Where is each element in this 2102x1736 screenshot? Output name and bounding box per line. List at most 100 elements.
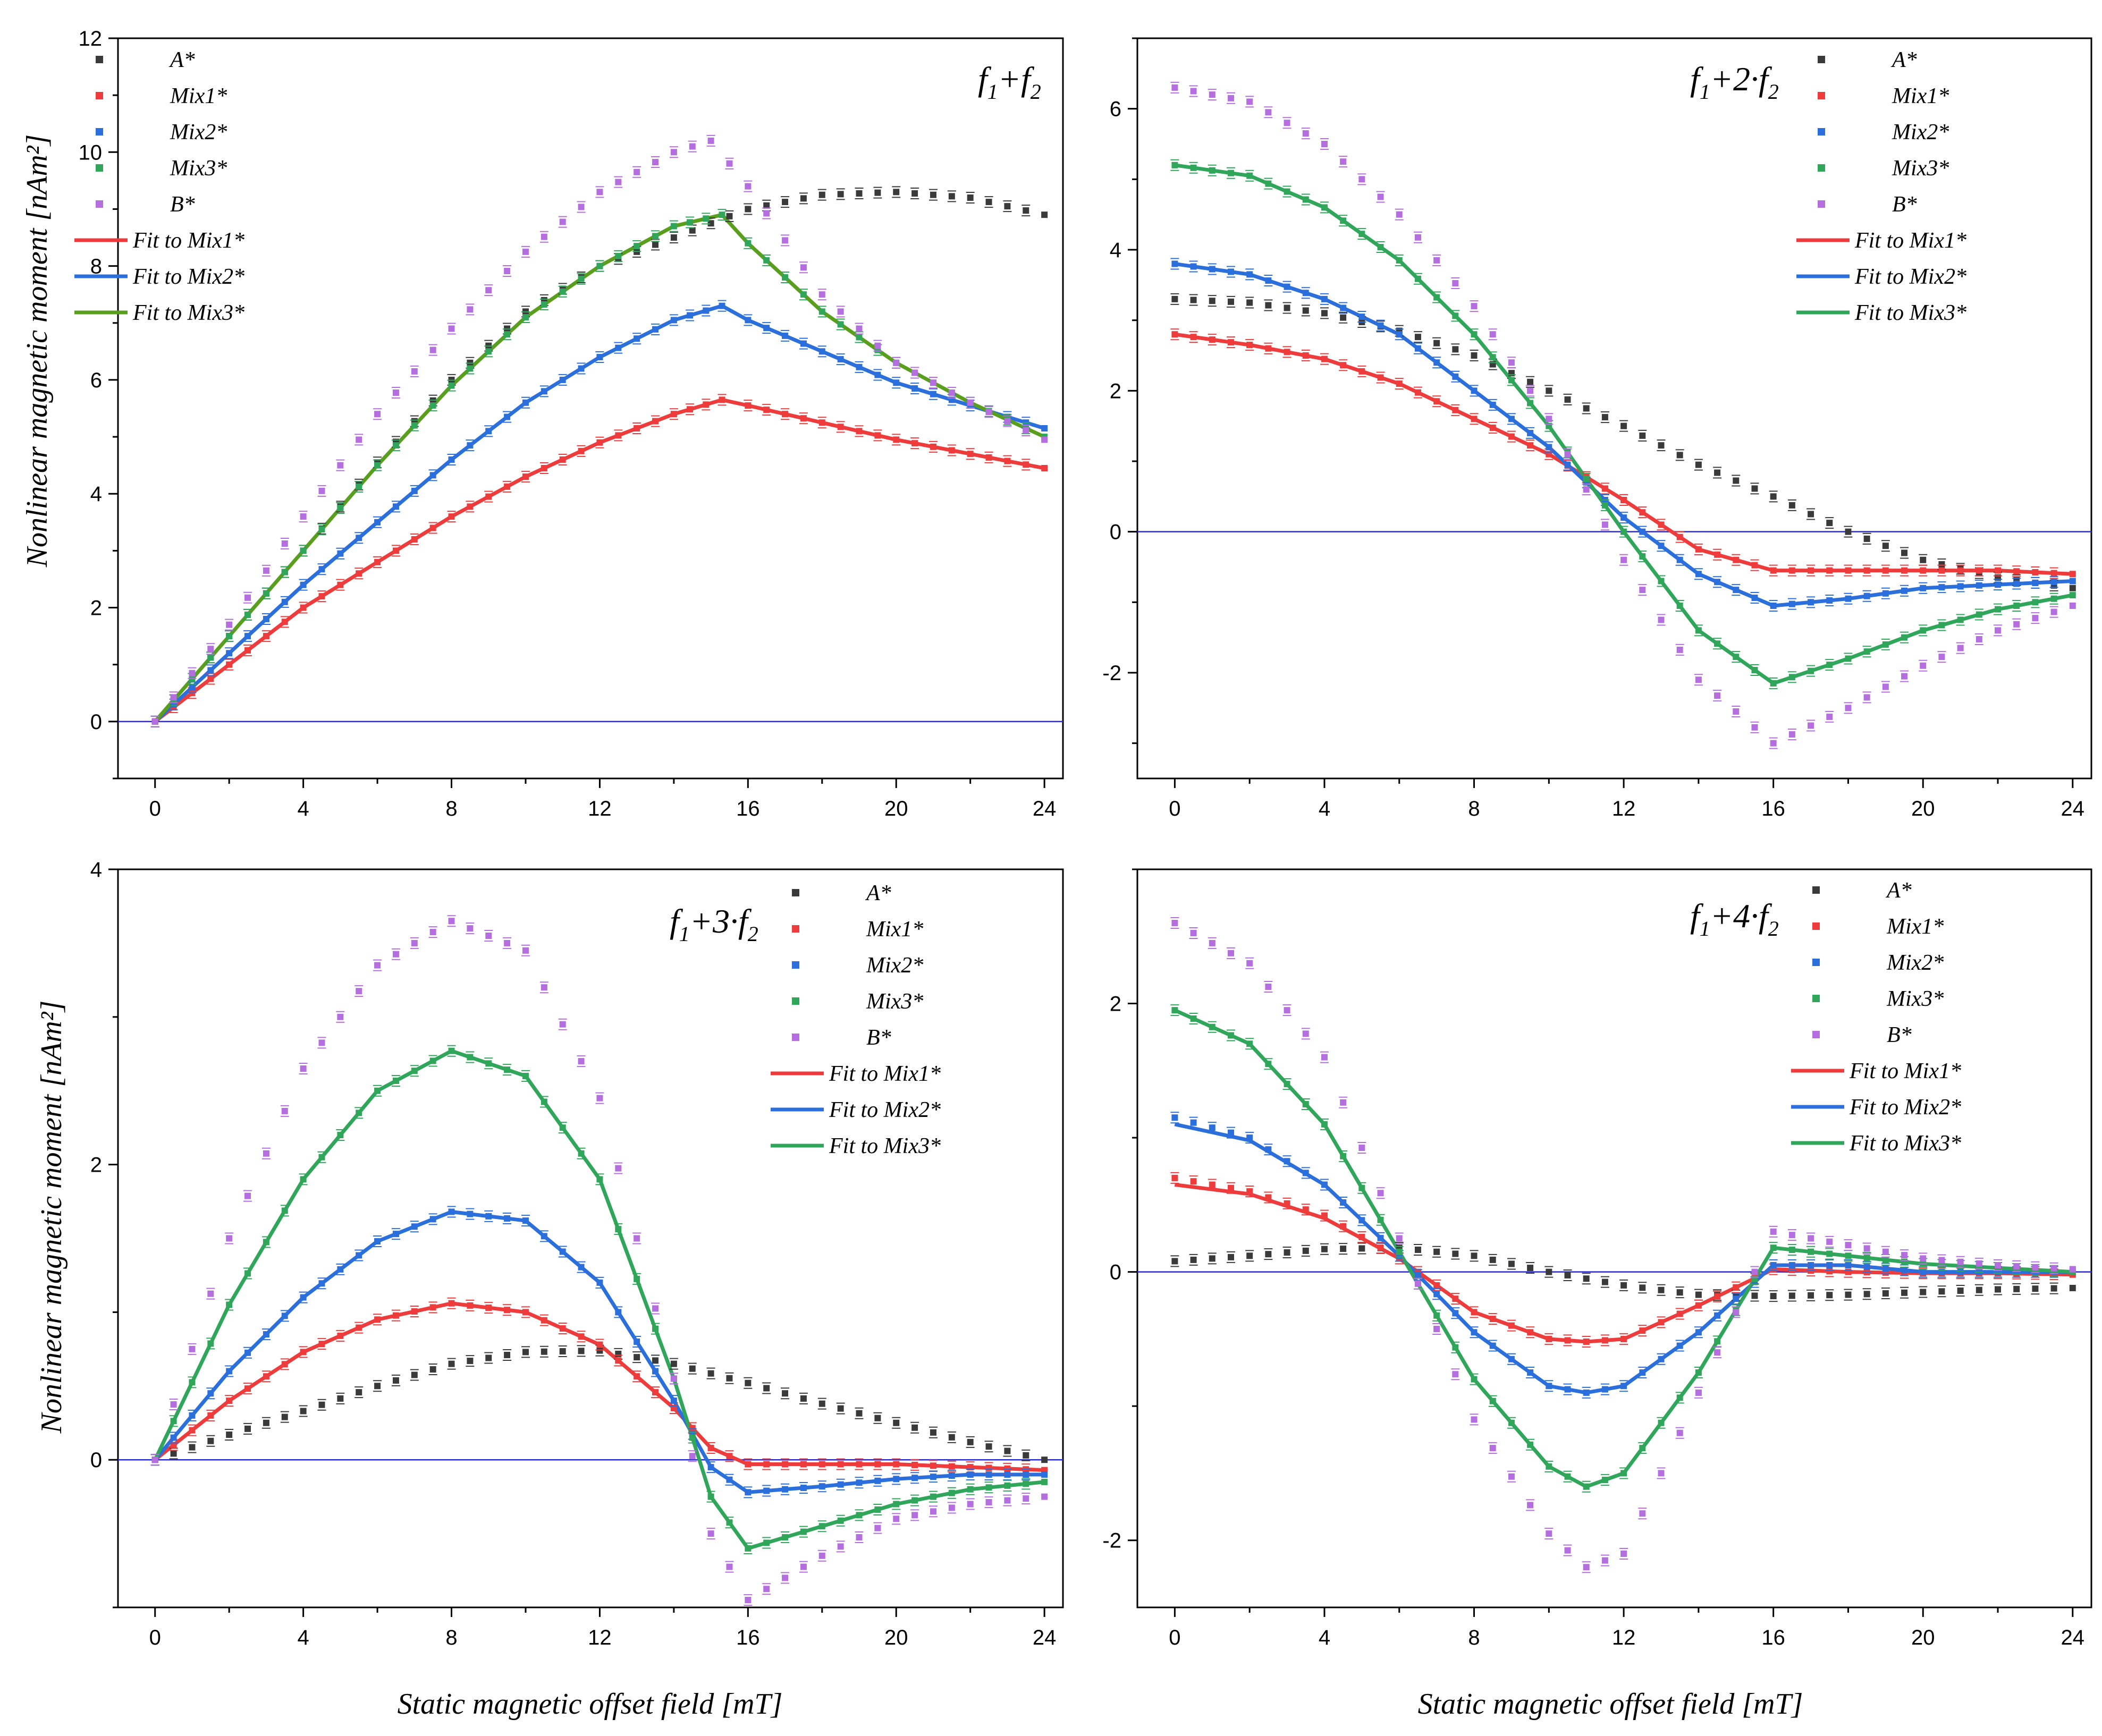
data-point [207, 667, 214, 674]
data-point [1284, 1081, 1290, 1088]
data-point [485, 933, 492, 939]
data-point [1023, 1480, 1029, 1487]
legend-label: Fit to Mix3* [1849, 1131, 1961, 1156]
data-point [151, 718, 158, 725]
data-point [1527, 378, 1534, 385]
data-point [1471, 1309, 1478, 1316]
data-point [207, 675, 214, 682]
data-point [1004, 203, 1011, 210]
data-point [1433, 257, 1440, 264]
data-point [485, 287, 492, 294]
data-point [1751, 724, 1758, 731]
fit-line [1174, 1122, 2073, 1395]
data-point [1284, 120, 1290, 126]
data-point [1041, 1471, 1048, 1478]
data-point [522, 1309, 529, 1316]
data-point [745, 402, 752, 409]
data-point [670, 149, 677, 156]
data-point [559, 288, 566, 295]
data-point [1340, 1099, 1347, 1106]
data-point [985, 454, 992, 461]
data-point [1901, 673, 1908, 680]
series-mix1 [1170, 328, 2076, 579]
data-point [1414, 275, 1421, 282]
data-point [911, 1424, 918, 1431]
fit-line [153, 1049, 1045, 1551]
data-point [318, 566, 325, 573]
data-point [1957, 1258, 1964, 1265]
data-point [281, 1312, 288, 1319]
data-point [1452, 1344, 1459, 1351]
data-point [634, 425, 640, 432]
data-point [1004, 1471, 1011, 1478]
data-point [1302, 1170, 1309, 1176]
data-point [522, 1072, 529, 1079]
data-point [911, 1497, 918, 1504]
data-point [244, 647, 251, 654]
data-point [1527, 1329, 1534, 1336]
data-point [2032, 1285, 2039, 1292]
data-point [1246, 98, 1253, 105]
data-point [745, 183, 752, 190]
data-point [1676, 646, 1683, 653]
data-point [689, 1365, 696, 1372]
data-point [670, 1375, 677, 1382]
data-point [1714, 551, 1721, 558]
data-point [1546, 1268, 1552, 1275]
data-point [1920, 1255, 1927, 1262]
data-point [281, 569, 288, 575]
data-point [1863, 1245, 1870, 1252]
data-point [1714, 1293, 1721, 1300]
data-point [1620, 1383, 1627, 1390]
data-point [411, 1068, 418, 1074]
data-point [392, 951, 399, 958]
data-point [1957, 1287, 1964, 1294]
data-point [1770, 1228, 1777, 1235]
data-point [1321, 141, 1328, 147]
data-point [300, 1349, 307, 1356]
data-point [559, 1325, 566, 1332]
legend-marker [96, 92, 103, 99]
data-point [1826, 597, 1833, 604]
data-point [1508, 1356, 1515, 1362]
data-point [670, 1398, 677, 1404]
data-point [911, 385, 918, 392]
data-point [1358, 314, 1365, 320]
data-point [2069, 585, 2076, 591]
data-point [485, 1060, 492, 1067]
data-point [1808, 511, 1814, 518]
legend-marker [1818, 200, 1825, 208]
data-point [1733, 708, 1740, 715]
data-point [1901, 1252, 1908, 1259]
data-point [448, 382, 455, 389]
x-tick-label: 20 [884, 1626, 908, 1649]
data-point [300, 513, 307, 520]
data-point [1620, 496, 1627, 503]
data-point [1302, 290, 1309, 297]
data-point [782, 1486, 789, 1493]
data-point [1209, 939, 1215, 946]
data-point [1265, 345, 1272, 352]
data-point [837, 1543, 844, 1550]
data-point [467, 1302, 474, 1309]
data-point [541, 388, 547, 395]
x-tick-label: 16 [736, 1626, 760, 1649]
data-point [578, 1333, 585, 1340]
data-point [1321, 295, 1328, 302]
data-point [615, 179, 622, 185]
data-point [596, 1341, 603, 1348]
data-point [1995, 627, 2002, 634]
data-point [467, 365, 474, 372]
data-point [170, 1434, 177, 1441]
data-point [1601, 502, 1608, 509]
fit-line [154, 1301, 1045, 1472]
data-point [763, 325, 770, 332]
data-point [1976, 1286, 1982, 1293]
data-point [1358, 1245, 1365, 1252]
data-point [930, 1462, 936, 1469]
data-point [281, 540, 288, 547]
series-b [150, 134, 1048, 727]
data-point [1788, 1246, 1795, 1253]
data-point [1845, 1262, 1852, 1269]
